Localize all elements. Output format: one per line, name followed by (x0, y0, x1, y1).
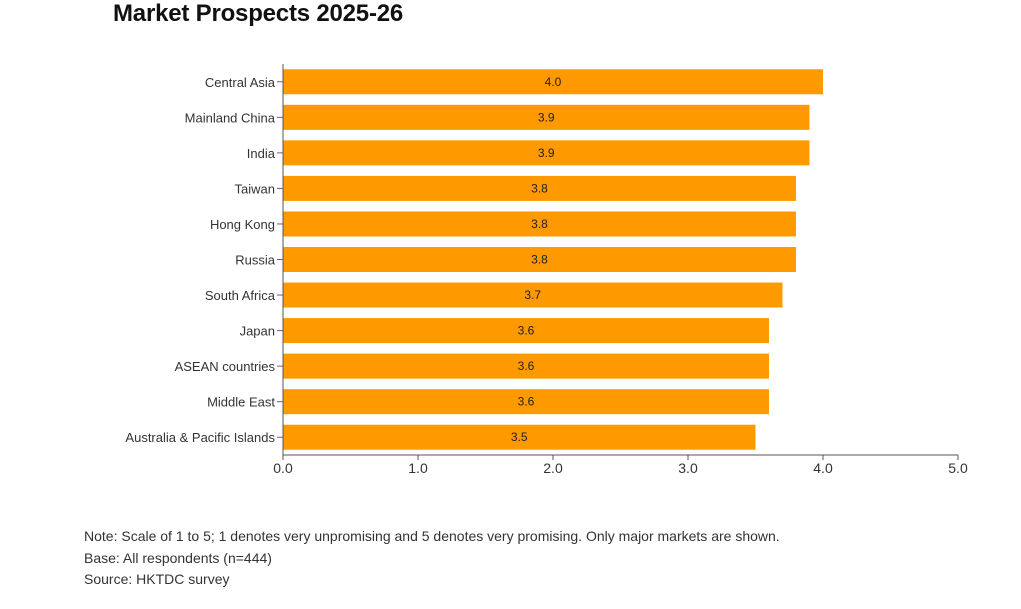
category-label: Central Asia (205, 75, 276, 90)
bar (283, 424, 756, 450)
bar-value-label: 4.0 (545, 75, 562, 89)
bar-value-label: 3.6 (518, 359, 535, 373)
category-label: ASEAN countries (175, 359, 276, 374)
bar (283, 140, 810, 166)
x-tick-label: 4.0 (813, 460, 833, 476)
bar-chart: 4.0 Central Asia 3.9 Mainland China 3.9 India… (125, 64, 968, 476)
bar (283, 318, 769, 344)
note-text: Note: Scale of 1 to 5; 1 denotes very un… (84, 528, 780, 544)
bar (283, 282, 783, 308)
x-tick-label: 1.0 (408, 460, 428, 476)
bar (283, 389, 769, 415)
bar (283, 353, 769, 379)
category-label: South Africa (205, 288, 276, 303)
bar (283, 69, 823, 95)
bar (283, 175, 796, 201)
category-label: Japan (240, 324, 275, 339)
category-label: Australia & Pacific Islands (125, 430, 275, 445)
category-label: Hong Kong (210, 217, 275, 232)
category-label: Russia (235, 253, 276, 268)
x-tick-label: 0.0 (273, 460, 293, 476)
chart-notes: Note: Scale of 1 to 5; 1 denotes very un… (84, 526, 780, 591)
bar-value-label: 3.5 (511, 430, 528, 444)
bar-value-label: 3.8 (531, 181, 548, 195)
bar-value-label: 3.9 (538, 146, 555, 160)
base-text: Base: All respondents (n=444) (84, 549, 272, 566)
bar (283, 104, 810, 130)
category-label: Taiwan (235, 181, 275, 196)
bar-value-label: 3.8 (531, 217, 548, 231)
category-label: Middle East (207, 395, 275, 410)
x-tick-label: 5.0 (948, 460, 968, 476)
category-label: India (247, 146, 276, 161)
x-tick-label: 2.0 (543, 460, 563, 476)
bar (283, 211, 796, 237)
bar-value-label: 3.6 (518, 324, 535, 338)
bar-value-label: 3.8 (531, 253, 548, 267)
bar-value-label: 3.7 (524, 288, 541, 302)
x-tick-label: 3.0 (678, 460, 698, 476)
chart-title: Market Prospects 2025-26 (113, 0, 404, 27)
source-text: Source: HKTDC survey (84, 571, 230, 587)
category-label: Mainland China (185, 110, 276, 125)
bar (283, 247, 796, 272)
bar-value-label: 3.6 (518, 395, 535, 409)
bar-value-label: 3.9 (538, 110, 555, 124)
